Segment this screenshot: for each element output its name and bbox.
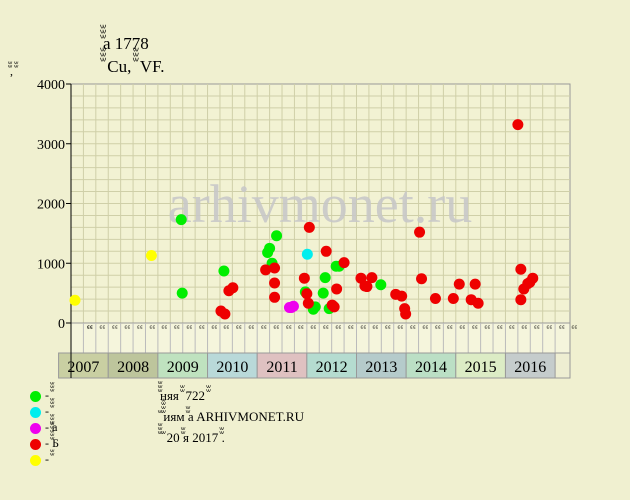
year-label: 2012: [316, 359, 348, 376]
data-point: [527, 272, 539, 284]
data-point: [269, 277, 281, 289]
data-point: [416, 273, 428, 285]
year-cell: [405, 352, 457, 379]
legend-item: - ꙻꙻꙻ: [30, 402, 52, 419]
legend-item: - ꙻꙻ: [30, 450, 52, 467]
data-point: [361, 281, 373, 293]
data-point: [219, 308, 231, 320]
data-point: [512, 119, 524, 131]
data-point: [320, 245, 332, 257]
y-axis-unit-label: ꙻꙻ, ꙻꙻ: [10, 64, 17, 78]
y-tick-label: 0: [58, 317, 65, 332]
data-point: [319, 272, 331, 284]
legend-label: - ꙻꙻꙻ: [45, 404, 53, 418]
quarter-label: ꙻꙻ: [571, 325, 577, 329]
legend-swatch: [30, 390, 41, 402]
data-point: [515, 294, 527, 306]
legend-label: - ꙻꙻꙻ: [45, 388, 53, 402]
legend-swatch: [30, 438, 41, 450]
data-point: [366, 272, 378, 284]
data-point: [287, 300, 299, 312]
legend-item: - ꙻꙻꙻa: [30, 418, 57, 435]
y-tick-label: 3000: [37, 138, 65, 153]
data-point: [271, 230, 283, 242]
year-label: 2007: [67, 359, 99, 376]
data-point: [317, 287, 329, 299]
note-line: ꙻ ꙻꙻꙻꙻиям ꙻꙻa ARHIVMONET.RU: [160, 409, 304, 424]
legend-item: - ꙻꙻꙻꙻꙻБ: [30, 434, 59, 451]
data-point: [176, 287, 188, 299]
year-label: 2008: [117, 359, 149, 376]
quarter-band: [70, 322, 571, 354]
data-point: [429, 293, 441, 305]
chart-title: ꙻꙻꙻa 1778: [103, 34, 149, 53]
year-label: 2015: [465, 359, 497, 376]
legend-label: - ꙻꙻꙻa: [45, 420, 58, 434]
data-point: [269, 262, 281, 274]
data-point: [227, 282, 239, 294]
data-point: [145, 249, 157, 261]
legend-label: - ꙻꙻ: [45, 452, 53, 466]
data-point: [69, 294, 81, 306]
data-point: [303, 221, 315, 233]
y-tick-label: 1000: [37, 257, 65, 272]
year-label: 2011: [266, 359, 297, 376]
y-tick-label: 2000: [37, 198, 65, 213]
note-line: ꙻꙻꙻ ꙻ 20 ꙻꙻя 2017 ꙻꙻ.: [160, 430, 225, 445]
data-point: [447, 293, 459, 305]
data-point: [218, 265, 230, 277]
data-point: [453, 278, 465, 290]
year-label: 2010: [216, 359, 248, 376]
year-cell: [455, 352, 506, 379]
data-point: [301, 288, 313, 300]
data-point: [331, 283, 343, 295]
data-point: [396, 290, 408, 302]
year-cell: [504, 352, 556, 379]
year-label: 2016: [514, 359, 546, 376]
year-label: 2013: [365, 359, 397, 376]
data-point: [175, 214, 187, 226]
data-point: [472, 297, 484, 309]
legend-label: - ꙻꙻꙻꙻꙻБ: [45, 436, 60, 450]
data-point: [269, 291, 281, 303]
data-point: [400, 308, 412, 320]
year-label: 2009: [167, 359, 199, 376]
legend-item: - ꙻꙻꙻ: [30, 386, 52, 403]
data-point: [264, 242, 276, 254]
year-cell: [256, 352, 308, 379]
chart-subtitle: ꙻꙻꙻ Cu, ꙻꙻꙻ VF.: [103, 57, 165, 76]
watermark: arhivmonet.ru: [168, 174, 472, 234]
legend-swatch: [30, 422, 41, 434]
legend-swatch: [30, 454, 41, 466]
data-point: [414, 226, 426, 238]
data-point: [469, 278, 481, 290]
year-cell: [306, 352, 357, 379]
year-cell: [355, 352, 407, 379]
data-point: [515, 263, 527, 275]
note-line: ꙻꙻꙻняя ꙻꙻ 722 ꙻꙻ: [160, 388, 209, 403]
data-point: [302, 297, 314, 309]
y-tick-label: 4000: [37, 78, 65, 93]
data-point: [375, 279, 387, 291]
data-point: [328, 301, 340, 313]
legend-swatch: [30, 406, 41, 418]
data-point: [338, 257, 350, 269]
year-label: 2014: [415, 359, 447, 376]
data-point: [301, 248, 313, 260]
data-point: [298, 272, 310, 284]
data-point: [260, 264, 272, 276]
